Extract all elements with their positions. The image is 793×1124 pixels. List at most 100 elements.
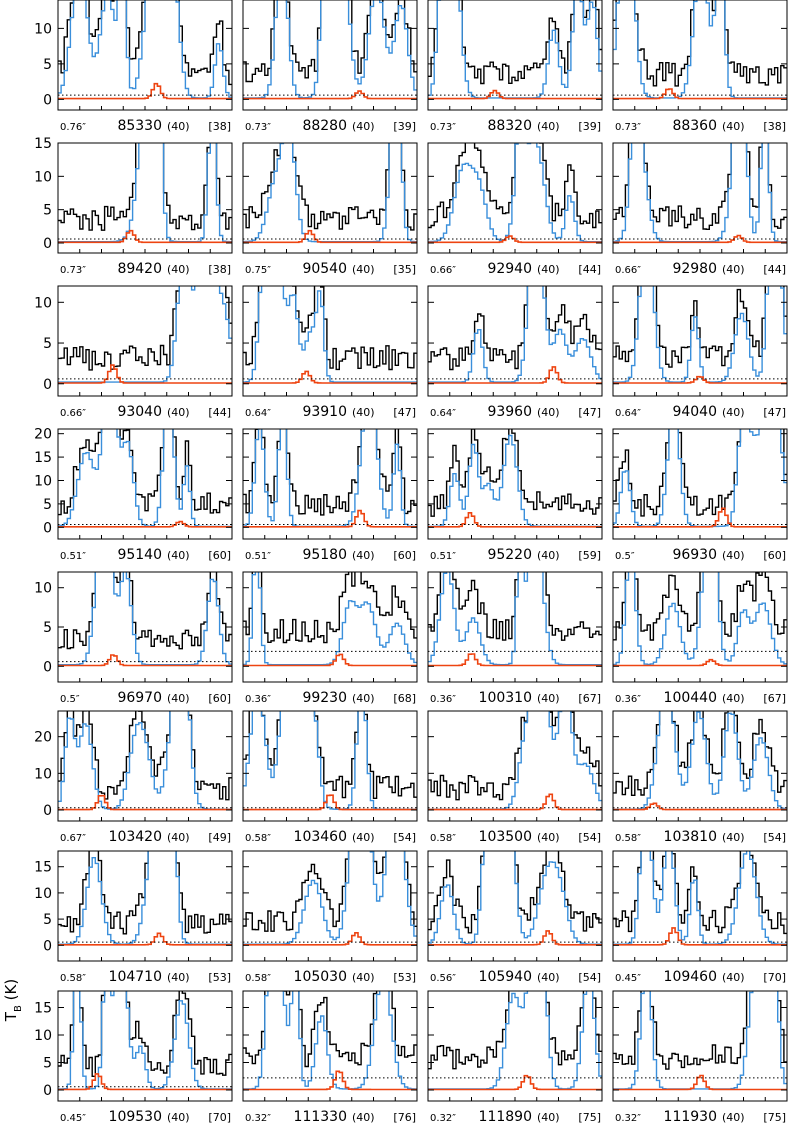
observed-spectrum-line <box>428 0 602 85</box>
model-species-line <box>428 366 602 384</box>
frequency-label: 85330 <box>117 118 162 134</box>
observed-spectrum-line <box>428 286 602 371</box>
observed-spectrum-line <box>613 991 787 1070</box>
spectrum-panel: 0.45″ 109460 (40) [70] <box>612 850 788 985</box>
frequency-label: 105030 <box>294 969 347 985</box>
model-total-line <box>428 434 602 528</box>
index-label: [49] <box>208 831 231 844</box>
count-label: (40) <box>352 692 375 705</box>
frequency-label: 93960 <box>487 404 532 420</box>
spectrum-panel: 0.32″ 111930 (40) [75] <box>612 990 788 1124</box>
count-label: (40) <box>537 263 560 276</box>
spectrum-panel: 0 5 10 15 0.58″ 104710 (40) [53] <box>34 850 233 985</box>
spectrum-panel: 0 5 10 15 0.45″ 109530 (40) [70] <box>34 990 233 1124</box>
count-label: (40) <box>352 263 375 276</box>
model-species-line <box>428 1074 602 1091</box>
model-total-line <box>243 0 417 99</box>
index-label: [67] <box>578 692 601 705</box>
spectrum-panel: 0 5 10 0.66″ 93040 (40) [44] <box>34 285 233 420</box>
beam-size-label: 0.58″ <box>60 973 86 984</box>
spectrum-panel: 0.36″ 100440 (40) [67] <box>612 571 788 706</box>
count-label: (40) <box>722 406 745 419</box>
frequency-label: 99230 <box>302 690 347 706</box>
index-label: [38] <box>208 120 231 133</box>
observed-spectrum-line <box>58 0 232 86</box>
count-label: (40) <box>722 692 745 705</box>
model-species-line <box>428 89 602 100</box>
spectrum-panel: 0 5 10 15 20 0.51″ 95140 (40) [60] <box>34 427 233 563</box>
plot-area <box>428 711 602 811</box>
model-species-line <box>613 375 787 384</box>
observed-spectrum-line <box>243 143 417 231</box>
beam-size-label: 0.64″ <box>430 408 456 419</box>
model-species-line <box>58 229 232 244</box>
y-tick-label: 0 <box>43 236 52 252</box>
frequency-label: 90540 <box>302 261 347 277</box>
model-species-line <box>243 932 417 946</box>
spectrum-panel: 0.73″ 88280 (40) [39] <box>242 0 418 134</box>
count-label: (40) <box>167 406 190 419</box>
model-species-line <box>613 234 787 244</box>
model-species-line <box>428 511 602 528</box>
y-tick-label: 0 <box>43 938 52 954</box>
plot-area <box>243 286 417 384</box>
index-label: [38] <box>763 120 786 133</box>
model-total-line <box>58 572 232 666</box>
panel-frame <box>612 142 788 254</box>
index-label: [38] <box>208 263 231 276</box>
spectrum-panel: 0.64″ 94040 (40) [47] <box>612 285 788 420</box>
plot-area <box>243 429 417 528</box>
y-tick-label: 20 <box>34 427 52 443</box>
index-label: [76] <box>393 1111 416 1124</box>
y-tick-label: 15 <box>34 1001 52 1017</box>
spectrum-panel: 0 5 10 0.5″ 96970 (40) [60] <box>34 571 233 706</box>
index-label: [54] <box>393 831 416 844</box>
y-axis-label: TB (K) <box>2 979 24 1022</box>
model-total-line <box>58 851 232 945</box>
y-tick-label: 5 <box>43 1056 52 1072</box>
model-total-line <box>613 286 787 383</box>
plot-area <box>613 711 787 811</box>
beam-size-label: 0.32″ <box>615 1113 641 1124</box>
beam-size-label: 0.32″ <box>430 1113 456 1124</box>
observed-spectrum-line <box>243 0 417 83</box>
model-species-line <box>58 82 232 100</box>
plot-area <box>613 572 787 667</box>
model-species-line <box>243 509 417 528</box>
model-total-line <box>243 851 417 945</box>
beam-size-label: 0.64″ <box>615 408 641 419</box>
beam-size-label: 0.73″ <box>615 122 641 133</box>
frequency-label: 100440 <box>664 690 717 706</box>
beam-size-label: 0.51″ <box>60 551 86 562</box>
observed-spectrum-line <box>58 711 232 801</box>
count-label: (40) <box>167 692 190 705</box>
observed-spectrum-line <box>243 286 417 371</box>
plot-area <box>613 429 787 528</box>
model-species-line <box>428 235 602 244</box>
spectrum-panel: 0.51″ 95180 (40) [60] <box>242 428 418 563</box>
model-total-line <box>428 572 602 666</box>
model-species-line <box>58 794 232 811</box>
spectrum-panel: 0.73″ 88360 (40) [38] <box>612 0 788 134</box>
beam-size-label: 0.51″ <box>430 551 456 562</box>
index-label: [54] <box>578 971 601 984</box>
spectrum-panel: 0.58″ 105030 (40) [53] <box>242 850 418 985</box>
y-tick-label: 0 <box>43 1083 52 1099</box>
spectrum-panel: 0.66″ 92940 (40) [44] <box>427 142 603 277</box>
count-label: (40) <box>537 971 560 984</box>
beam-size-label: 0.73″ <box>430 122 456 133</box>
frequency-label: 95220 <box>487 547 532 563</box>
frequency-label: 88360 <box>672 118 717 134</box>
frequency-label: 103500 <box>479 829 532 845</box>
count-label: (40) <box>537 692 560 705</box>
index-label: [68] <box>393 692 416 705</box>
plot-area <box>428 572 602 667</box>
index-label: [70] <box>763 971 786 984</box>
plot-area <box>428 991 602 1091</box>
beam-size-label: 0.56″ <box>430 973 456 984</box>
plot-area <box>58 429 232 528</box>
count-label: (40) <box>722 263 745 276</box>
frequency-label: 103460 <box>294 829 347 845</box>
y-tick-label: 0 <box>43 659 52 675</box>
model-species-line <box>428 793 602 811</box>
